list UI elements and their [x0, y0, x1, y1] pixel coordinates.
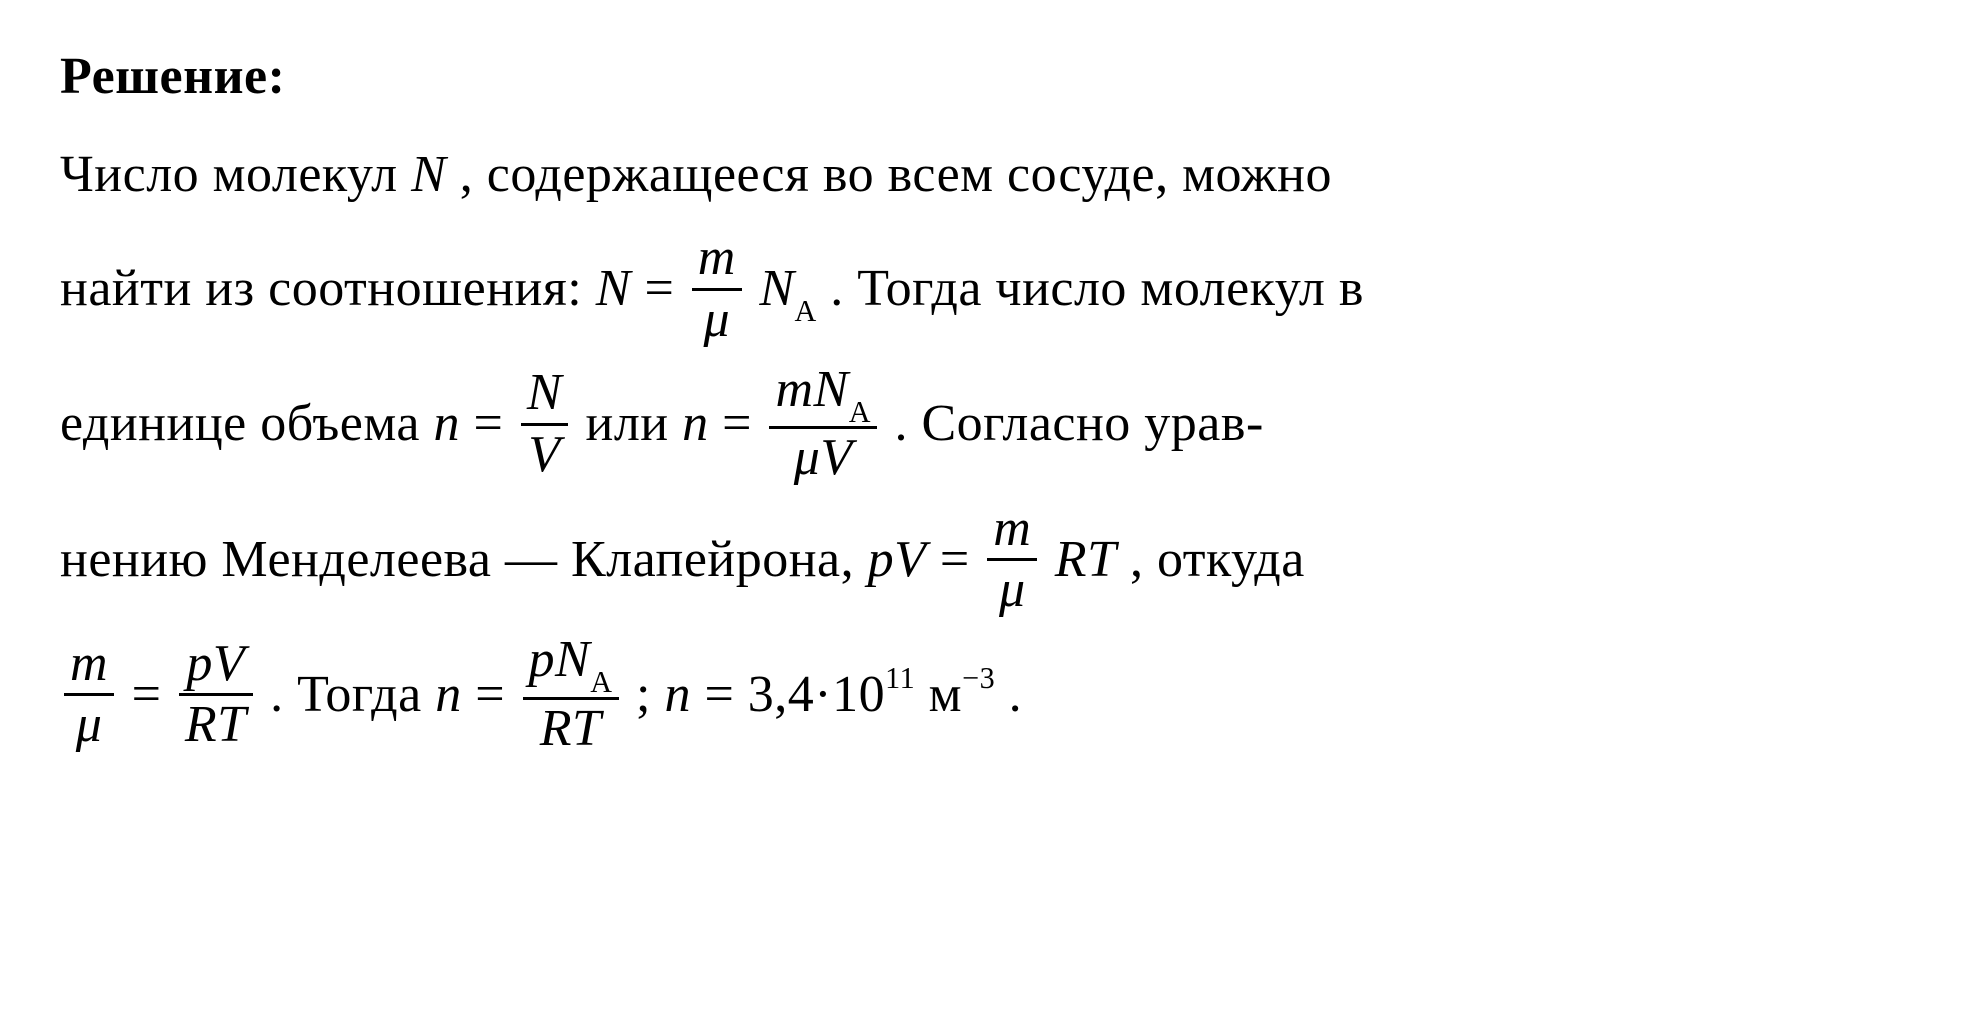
text: .: [1009, 666, 1023, 723]
numerator: pV: [179, 637, 253, 697]
equals: =: [474, 395, 517, 452]
text: . Тогда: [270, 666, 435, 723]
text-line-5: m μ = pV RT . Тогда n =: [60, 627, 1917, 762]
var-N: N: [596, 260, 631, 317]
text: или: [586, 395, 683, 452]
var-T: T: [1087, 531, 1116, 588]
text: нению Менделеева — Клапейрона,: [60, 531, 868, 588]
unit: м: [915, 666, 962, 723]
paragraph: Число молекул N , содержащееся во всем с…: [60, 128, 1917, 762]
equation-5: m μ = pV RT: [60, 666, 270, 723]
text: Число молекул: [60, 146, 411, 203]
value: 3,4·10: [748, 666, 885, 723]
denominator: RT: [523, 700, 619, 757]
var-N: N: [814, 361, 849, 418]
equals: =: [940, 531, 983, 588]
numerator: pNA: [523, 633, 619, 699]
equals: =: [644, 260, 687, 317]
fraction: m μ: [987, 502, 1037, 618]
denominator: V: [521, 426, 568, 483]
var-V: V: [820, 429, 852, 486]
fraction: pNA RT: [523, 633, 619, 756]
numerator: m: [987, 502, 1037, 562]
var-R: R: [1055, 531, 1087, 588]
var-T: T: [572, 700, 601, 757]
var-R: R: [185, 696, 217, 753]
var-n: n: [664, 666, 691, 723]
equation-1: N = m μ NA: [596, 260, 831, 317]
denominator: μ: [692, 291, 742, 348]
numerator: m: [64, 637, 114, 697]
fraction: m μ: [692, 231, 742, 347]
text-line-2: найти из соотношения: N = m μ NA . Тогда…: [60, 221, 1917, 356]
subscript-A: A: [795, 294, 817, 328]
equation-3: n = mNA μV: [682, 395, 894, 452]
unit-exponent: −3: [962, 661, 995, 695]
fraction: N V: [521, 366, 568, 482]
solution-text-block: Решение: Число молекул N , содержащееся …: [0, 0, 1977, 792]
text: ;: [636, 666, 664, 723]
fraction: pV RT: [179, 637, 253, 753]
var-R: R: [540, 700, 572, 757]
text-line-3: единице объема n = N V или n = mNA: [60, 356, 1917, 491]
fraction: m μ: [64, 637, 114, 753]
exponent: 11: [885, 661, 915, 695]
numerator: mNA: [769, 363, 877, 429]
var-N: N: [411, 146, 446, 203]
var-N: N: [555, 631, 590, 688]
text: . Тогда число молекул в: [830, 260, 1364, 317]
text-line-4: нению Менделеева — Клапейрона, pV = m μ …: [60, 492, 1917, 627]
var-p: p: [868, 531, 895, 588]
denominator: μV: [769, 429, 877, 486]
denominator: RT: [179, 696, 253, 753]
text: найти из соотношения:: [60, 260, 596, 317]
var-n: n: [434, 395, 461, 452]
equals: =: [475, 666, 518, 723]
denominator: μ: [64, 696, 114, 753]
equals: =: [132, 666, 175, 723]
var-p: p: [186, 635, 213, 692]
equation-2: n = N V: [434, 395, 586, 452]
var-n: n: [435, 666, 462, 723]
equation-6: n = pNA RT: [435, 666, 636, 723]
text: . Согласно урав-: [895, 395, 1264, 452]
var-V: V: [894, 531, 926, 588]
numerator: m: [692, 231, 742, 291]
var-N: N: [759, 260, 794, 317]
text: , откуда: [1130, 531, 1305, 588]
var-m: m: [775, 361, 813, 418]
denominator: μ: [987, 561, 1037, 618]
var-V: V: [213, 635, 245, 692]
equation-7: n = 3,4·1011 м−3: [664, 666, 1008, 723]
text: единице объема: [60, 395, 434, 452]
fraction: mNA μV: [769, 363, 877, 486]
subscript-A: A: [590, 665, 612, 699]
text: , содержащееся во всем сосуде, можно: [460, 146, 1332, 203]
subscript-A: A: [849, 395, 871, 429]
equals: =: [704, 666, 747, 723]
equals: =: [722, 395, 765, 452]
var-n: n: [682, 395, 709, 452]
numerator: N: [521, 366, 568, 426]
equation-4: pV = m μ RT: [868, 531, 1130, 588]
var-T: T: [217, 696, 246, 753]
var-mu: μ: [794, 429, 821, 486]
text-line-1: Число молекул N , содержащееся во всем с…: [60, 128, 1917, 222]
var-p: p: [529, 631, 556, 688]
heading: Решение:: [60, 30, 1917, 124]
